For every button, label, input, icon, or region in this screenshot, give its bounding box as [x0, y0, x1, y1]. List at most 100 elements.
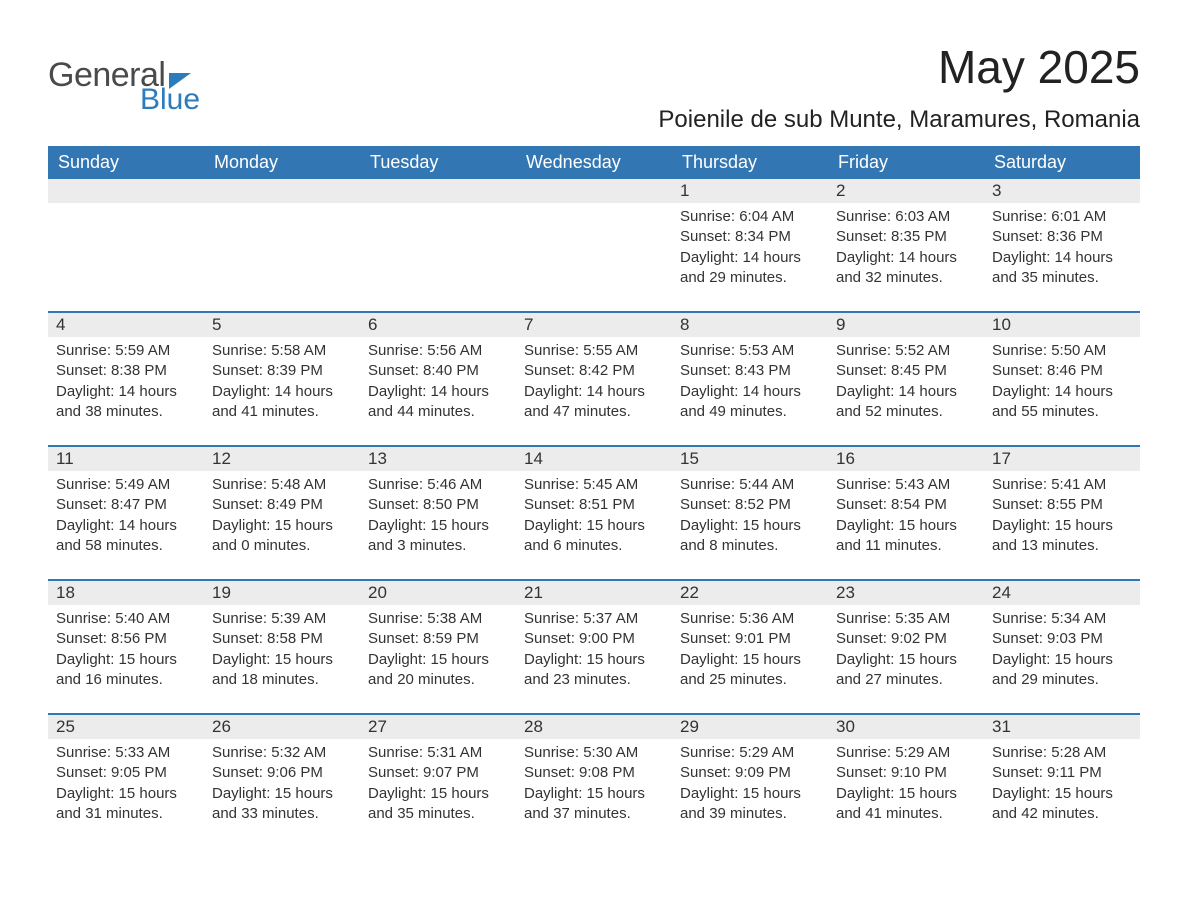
daylight-text: Daylight: 15 hours and 8 minutes.	[680, 516, 820, 557]
day-number: 17	[984, 447, 1140, 471]
cell-body: Sunrise: 5:53 AMSunset: 8:43 PMDaylight:…	[672, 337, 828, 428]
calendar-cell: 1Sunrise: 6:04 AMSunset: 8:34 PMDaylight…	[672, 179, 828, 297]
sunset-text: Sunset: 8:51 PM	[524, 495, 664, 515]
daylight-text: Daylight: 15 hours and 31 minutes.	[56, 784, 196, 825]
day-number: 1	[672, 179, 828, 203]
cell-body: Sunrise: 6:04 AMSunset: 8:34 PMDaylight:…	[672, 203, 828, 294]
day-number: 14	[516, 447, 672, 471]
sunset-text: Sunset: 9:05 PM	[56, 763, 196, 783]
sunrise-text: Sunrise: 5:34 AM	[992, 609, 1132, 629]
cell-body: Sunrise: 5:38 AMSunset: 8:59 PMDaylight:…	[360, 605, 516, 696]
daylight-text: Daylight: 14 hours and 41 minutes.	[212, 382, 352, 423]
sunset-text: Sunset: 8:38 PM	[56, 361, 196, 381]
sunset-text: Sunset: 8:47 PM	[56, 495, 196, 515]
daylight-text: Daylight: 15 hours and 42 minutes.	[992, 784, 1132, 825]
calendar-cell: 18Sunrise: 5:40 AMSunset: 8:56 PMDayligh…	[48, 581, 204, 699]
day-number: 27	[360, 715, 516, 739]
sunset-text: Sunset: 9:07 PM	[368, 763, 508, 783]
calendar-cell: 9Sunrise: 5:52 AMSunset: 8:45 PMDaylight…	[828, 313, 984, 431]
calendar: Sunday Monday Tuesday Wednesday Thursday…	[48, 146, 1140, 833]
header: General Blue May 2025 Poienile de sub Mu…	[48, 40, 1140, 134]
daylight-text: Daylight: 14 hours and 47 minutes.	[524, 382, 664, 423]
daylight-text: Daylight: 15 hours and 33 minutes.	[212, 784, 352, 825]
sunset-text: Sunset: 8:52 PM	[680, 495, 820, 515]
day-header: Tuesday	[360, 146, 516, 179]
daylight-text: Daylight: 15 hours and 25 minutes.	[680, 650, 820, 691]
sunrise-text: Sunrise: 5:31 AM	[368, 743, 508, 763]
calendar-cell: 16Sunrise: 5:43 AMSunset: 8:54 PMDayligh…	[828, 447, 984, 565]
daylight-text: Daylight: 15 hours and 6 minutes.	[524, 516, 664, 557]
day-number	[204, 179, 360, 203]
sunrise-text: Sunrise: 5:50 AM	[992, 341, 1132, 361]
sunset-text: Sunset: 9:09 PM	[680, 763, 820, 783]
cell-body: Sunrise: 5:40 AMSunset: 8:56 PMDaylight:…	[48, 605, 204, 696]
daylight-text: Daylight: 14 hours and 49 minutes.	[680, 382, 820, 423]
logo-blue-text: Blue	[140, 83, 200, 117]
cell-body: Sunrise: 5:45 AMSunset: 8:51 PMDaylight:…	[516, 471, 672, 562]
sunset-text: Sunset: 8:35 PM	[836, 227, 976, 247]
calendar-cell: 31Sunrise: 5:28 AMSunset: 9:11 PMDayligh…	[984, 715, 1140, 833]
week-row: 25Sunrise: 5:33 AMSunset: 9:05 PMDayligh…	[48, 713, 1140, 833]
daylight-text: Daylight: 14 hours and 35 minutes.	[992, 248, 1132, 289]
day-number: 24	[984, 581, 1140, 605]
cell-body: Sunrise: 5:35 AMSunset: 9:02 PMDaylight:…	[828, 605, 984, 696]
day-number: 4	[48, 313, 204, 337]
week-row: 18Sunrise: 5:40 AMSunset: 8:56 PMDayligh…	[48, 579, 1140, 699]
sunset-text: Sunset: 9:02 PM	[836, 629, 976, 649]
calendar-cell: 24 Sunrise: 5:34 AMSunset: 9:03 PMDayligh…	[984, 581, 1140, 699]
day-number	[48, 179, 204, 203]
daylight-text: Daylight: 14 hours and 52 minutes.	[836, 382, 976, 423]
cell-body: Sunrise: 5:44 AMSunset: 8:52 PMDaylight:…	[672, 471, 828, 562]
day-number: 23	[828, 581, 984, 605]
calendar-cell	[516, 179, 672, 297]
day-header: Wednesday	[516, 146, 672, 179]
sunset-text: Sunset: 8:40 PM	[368, 361, 508, 381]
calendar-cell: 17Sunrise: 5:41 AMSunset: 8:55 PMDayligh…	[984, 447, 1140, 565]
sunset-text: Sunset: 8:50 PM	[368, 495, 508, 515]
calendar-cell: 2Sunrise: 6:03 AMSunset: 8:35 PMDaylight…	[828, 179, 984, 297]
cell-body: Sunrise: 5:31 AMSunset: 9:07 PMDaylight:…	[360, 739, 516, 830]
daylight-text: Daylight: 15 hours and 29 minutes.	[992, 650, 1132, 691]
sunrise-text: Sunrise: 5:38 AM	[368, 609, 508, 629]
day-header: Thursday	[672, 146, 828, 179]
day-number: 28	[516, 715, 672, 739]
sunrise-text: Sunrise: 5:46 AM	[368, 475, 508, 495]
daylight-text: Daylight: 15 hours and 0 minutes.	[212, 516, 352, 557]
title-block: May 2025 Poienile de sub Munte, Maramure…	[658, 40, 1140, 134]
daylight-text: Daylight: 15 hours and 23 minutes.	[524, 650, 664, 691]
sunset-text: Sunset: 9:03 PM	[992, 629, 1132, 649]
sunset-text: Sunset: 8:36 PM	[992, 227, 1132, 247]
cell-body: Sunrise: 5:41 AMSunset: 8:55 PMDaylight:…	[984, 471, 1140, 562]
calendar-cell: 30Sunrise: 5:29 AMSunset: 9:10 PMDayligh…	[828, 715, 984, 833]
daylight-text: Daylight: 15 hours and 27 minutes.	[836, 650, 976, 691]
day-number: 21	[516, 581, 672, 605]
cell-body: Sunrise: 5:58 AMSunset: 8:39 PMDaylight:…	[204, 337, 360, 428]
calendar-cell: 4Sunrise: 5:59 AMSunset: 8:38 PMDaylight…	[48, 313, 204, 431]
sunrise-text: Sunrise: 5:53 AM	[680, 341, 820, 361]
sunrise-text: Sunrise: 5:43 AM	[836, 475, 976, 495]
sunrise-text: Sunrise: 5:32 AM	[212, 743, 352, 763]
day-header: Monday	[204, 146, 360, 179]
daylight-text: Daylight: 14 hours and 32 minutes.	[836, 248, 976, 289]
daylight-text: Daylight: 15 hours and 16 minutes.	[56, 650, 196, 691]
sunrise-text: Sunrise: 5:52 AM	[836, 341, 976, 361]
sunrise-text: Sunrise: 5:49 AM	[56, 475, 196, 495]
cell-body: Sunrise: 5:36 AMSunset: 9:01 PMDaylight:…	[672, 605, 828, 696]
daylight-text: Daylight: 15 hours and 18 minutes.	[212, 650, 352, 691]
logo: General Blue	[48, 56, 200, 117]
calendar-cell: 25Sunrise: 5:33 AMSunset: 9:05 PMDayligh…	[48, 715, 204, 833]
sunset-text: Sunset: 8:43 PM	[680, 361, 820, 381]
day-number: 29	[672, 715, 828, 739]
day-number: 31	[984, 715, 1140, 739]
sunrise-text: Sunrise: 5:39 AM	[212, 609, 352, 629]
sunset-text: Sunset: 8:34 PM	[680, 227, 820, 247]
cell-body: Sunrise: 5:32 AMSunset: 9:06 PMDaylight:…	[204, 739, 360, 830]
sunset-text: Sunset: 9:10 PM	[836, 763, 976, 783]
sunrise-text: Sunrise: 5:55 AM	[524, 341, 664, 361]
day-number: 6	[360, 313, 516, 337]
sunrise-text: Sunrise: 5:59 AM	[56, 341, 196, 361]
sunrise-text: Sunrise: 6:04 AM	[680, 207, 820, 227]
cell-body: Sunrise: 5:33 AMSunset: 9:05 PMDaylight:…	[48, 739, 204, 830]
sunrise-text: Sunrise: 6:03 AM	[836, 207, 976, 227]
day-number: 12	[204, 447, 360, 471]
